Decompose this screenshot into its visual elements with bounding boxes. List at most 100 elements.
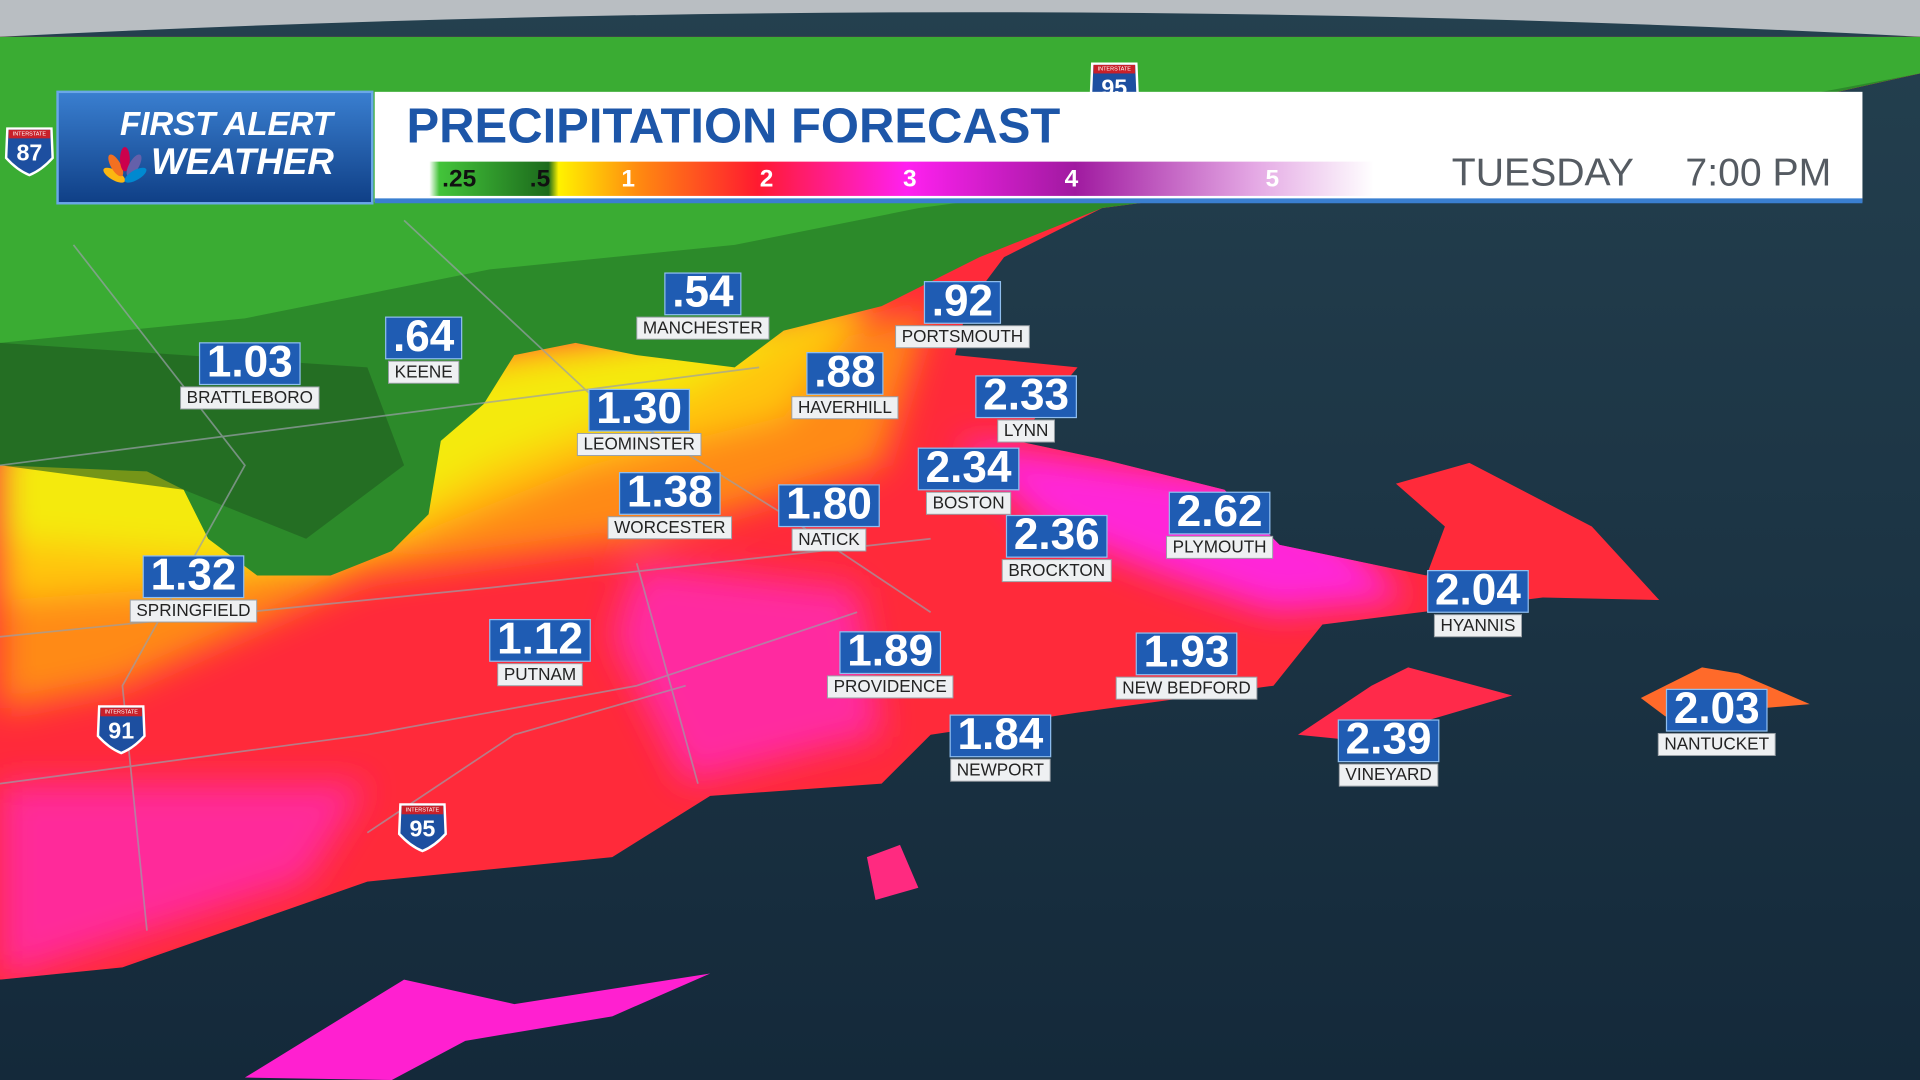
precip-value: 2.62 <box>1177 487 1263 536</box>
name-box <box>388 360 460 384</box>
value-box <box>489 618 591 662</box>
shield-number: 91 <box>108 717 134 743</box>
name-box <box>1166 535 1274 559</box>
shield-label: INTERSTATE <box>105 709 139 715</box>
header: FIRST ALERT WEATHER PRECIPITATION FORECA… <box>56 90 1863 205</box>
logo-line2: WEATHER <box>151 141 334 182</box>
city-name: BROCKTON <box>1008 560 1105 580</box>
name-box <box>925 491 1012 515</box>
city-name: NEWPORT <box>957 759 1045 779</box>
precip-value: 1.38 <box>627 467 713 516</box>
shield-top <box>100 707 143 717</box>
city-name: VINEYARD <box>1345 764 1431 784</box>
legend-label: 5 <box>1265 165 1279 192</box>
name-box <box>826 675 954 699</box>
legend-bar <box>379 161 1374 196</box>
legend-label: 4 <box>1065 165 1079 192</box>
value-box <box>1005 514 1108 558</box>
forecast-time: 7:00 PM <box>1685 151 1831 194</box>
name-box <box>1001 559 1112 583</box>
shield-label: INTERSTATE <box>406 807 440 813</box>
value-box <box>588 388 691 432</box>
city-name: BOSTON <box>933 492 1005 512</box>
legend-label: 3 <box>903 165 917 192</box>
name-box <box>791 528 867 552</box>
name-box <box>607 516 733 540</box>
legend-label: .25 <box>442 165 476 192</box>
city-name: NANTUCKET <box>1664 734 1769 754</box>
interstate-shield: INTERSTATE 95 <box>397 803 447 853</box>
name-box <box>1115 676 1258 700</box>
value-box <box>1427 570 1529 613</box>
precip-value: 1.03 <box>207 338 293 387</box>
value-box <box>917 447 1020 491</box>
city-name: LEOMINSTER <box>584 434 695 454</box>
name-box <box>791 396 899 420</box>
precip-value: 1.30 <box>596 384 682 433</box>
name-box <box>1338 763 1439 787</box>
value-box <box>839 631 942 675</box>
value-box <box>975 375 1077 419</box>
title: PRECIPITATION FORECAST <box>407 100 1061 154</box>
name-box <box>497 663 583 687</box>
name-box <box>895 325 1030 349</box>
value-box <box>142 555 245 599</box>
shield-top <box>401 805 444 815</box>
city-name: NATICK <box>798 529 860 549</box>
shield-number: 95 <box>410 815 436 841</box>
name-box <box>636 316 770 340</box>
value-box <box>385 316 463 360</box>
precip-value: 2.03 <box>1674 684 1760 733</box>
legend-label: .5 <box>530 165 550 192</box>
name-box <box>576 432 702 456</box>
precip-value: 1.89 <box>847 627 933 676</box>
shield-body <box>96 705 146 755</box>
value-box <box>923 281 1002 324</box>
precip-value: 2.39 <box>1346 715 1432 764</box>
precip-value: .54 <box>672 268 734 317</box>
city-name: PORTSMOUTH <box>902 326 1023 346</box>
city-name: PROVIDENCE <box>834 676 947 696</box>
precip-value: 1.84 <box>958 710 1044 759</box>
value-box <box>1337 719 1440 763</box>
value-box <box>1665 688 1768 732</box>
value-box <box>806 352 884 395</box>
shield-number: 87 <box>16 139 42 165</box>
value-box <box>198 342 301 386</box>
precip-value: 2.34 <box>926 443 1012 492</box>
city-name: PLYMOUTH <box>1173 536 1267 556</box>
city-name: MANCHESTER <box>643 317 763 337</box>
name-box <box>129 599 258 623</box>
precip-value: .64 <box>393 312 455 361</box>
value-box <box>1168 491 1271 535</box>
legend-label: 2 <box>760 165 774 192</box>
city-name: NEW BEDFORD <box>1122 677 1250 697</box>
city-name: LYNN <box>1004 420 1048 440</box>
shield-label: INTERSTATE <box>13 132 47 138</box>
precip-value: 1.80 <box>786 480 872 529</box>
interstate-shield: INTERSTATE 91 <box>96 705 146 755</box>
name-box <box>1433 614 1523 638</box>
logo-line1: FIRST ALERT <box>120 106 336 143</box>
